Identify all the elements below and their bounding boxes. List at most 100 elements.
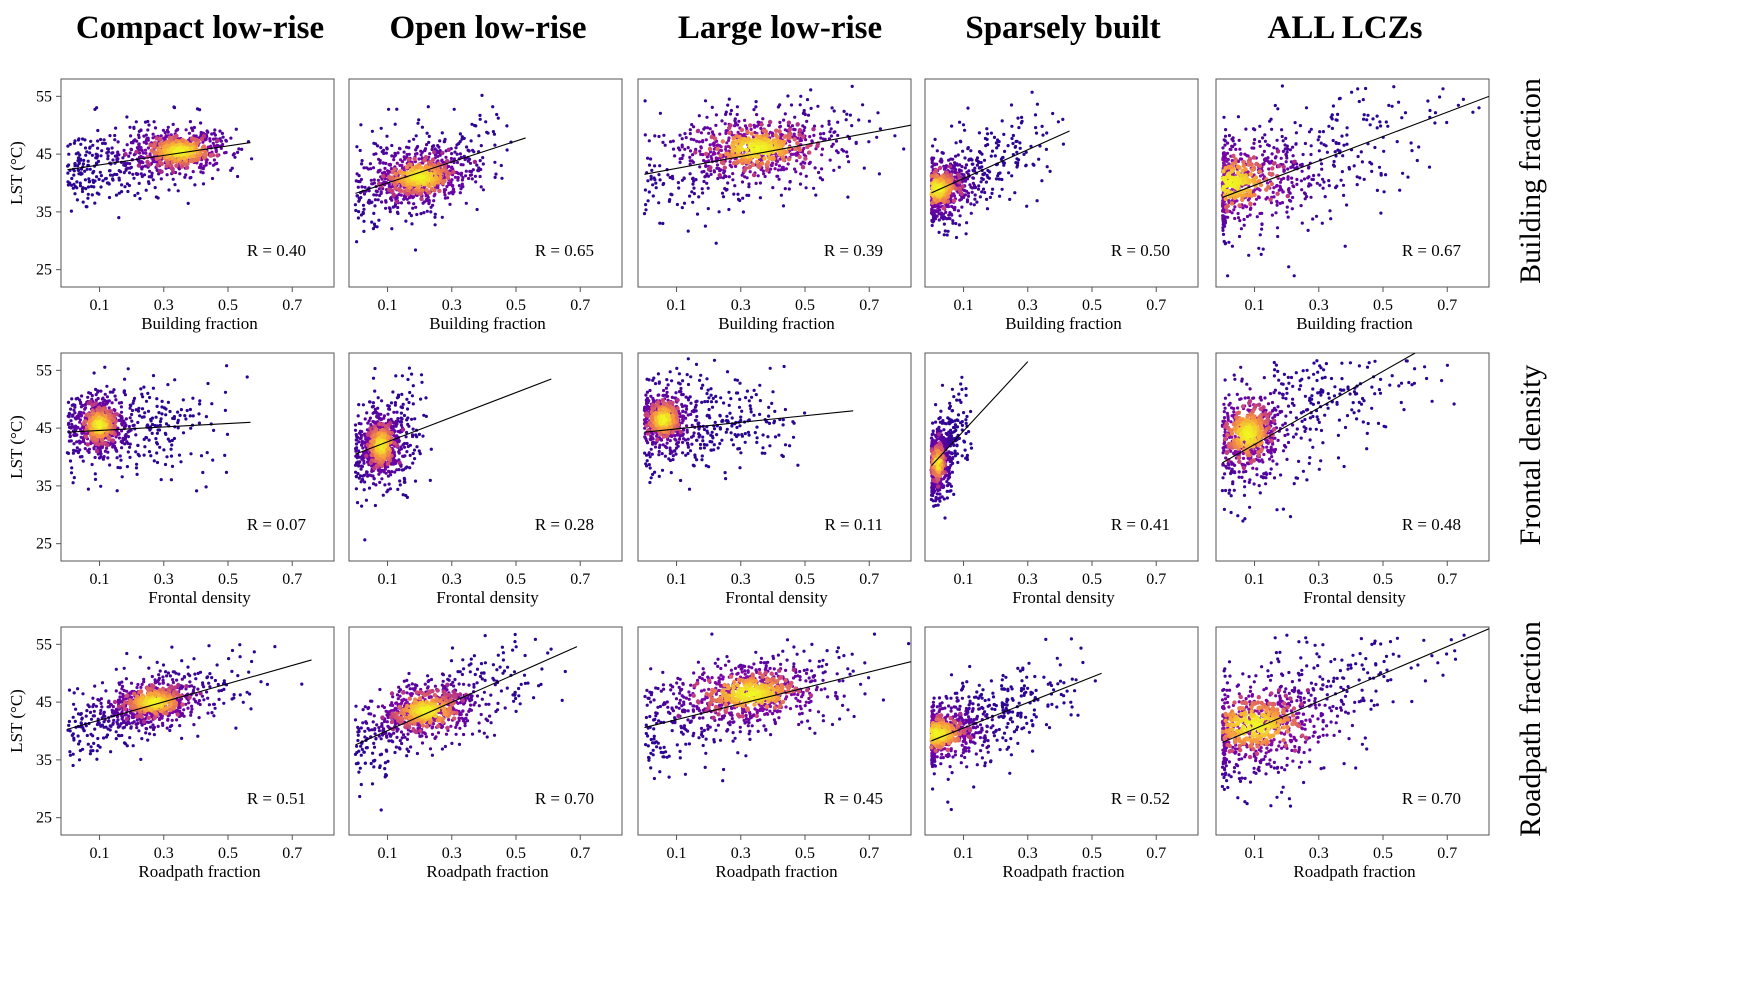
scatter-point [1314, 214, 1319, 218]
scatter-point [689, 137, 693, 141]
scatter-point [1224, 128, 1228, 132]
scatter-point [409, 214, 413, 218]
scatter-point [1261, 136, 1265, 140]
scatter-point-dense [170, 166, 175, 171]
regression-line [355, 137, 526, 194]
scatter-point-dense [1245, 193, 1251, 198]
scatter-point [935, 149, 939, 153]
scatter-point [1319, 141, 1323, 145]
scatter-point [1356, 87, 1360, 91]
scatter-point [1355, 183, 1359, 187]
scatter-point-dense [414, 164, 419, 169]
scatter-point-dense [759, 122, 764, 127]
scatter-point [734, 121, 738, 125]
scatter-point [691, 182, 695, 186]
scatter-point [930, 165, 934, 169]
scatter-point [135, 139, 139, 143]
scatter-point [784, 155, 788, 159]
scatter-point [376, 144, 380, 148]
scatter-point [980, 165, 984, 169]
scatter-point [429, 205, 433, 209]
scatter-point [658, 164, 662, 168]
scatter-point [846, 195, 850, 199]
scatter-point [416, 121, 420, 125]
scatter-point-dense [953, 186, 959, 191]
scatter-point [164, 134, 168, 138]
scatter-point [1223, 219, 1227, 223]
scatter-point [1274, 184, 1278, 188]
scatter-point [1010, 174, 1014, 178]
scatter-point-dense [781, 157, 786, 163]
scatter-point [1382, 149, 1386, 153]
scatter-point [1274, 211, 1278, 215]
scatter-point [717, 210, 721, 214]
scatter-point [204, 415, 208, 419]
scatter-point [128, 162, 132, 166]
scatter-point [187, 131, 191, 135]
scatter-point [1045, 131, 1049, 135]
scatter-point [1285, 144, 1289, 148]
scatter-point-dense [797, 128, 803, 133]
scatter-point [701, 153, 705, 157]
scatter-point [1226, 215, 1230, 219]
scatter-point [1000, 187, 1004, 191]
scatter-point [1018, 141, 1022, 145]
scatter-point [1291, 154, 1295, 158]
scatter-point-dense [172, 157, 177, 162]
scatter-point [1035, 199, 1039, 203]
scatter-point [225, 364, 229, 368]
scatter-point [102, 138, 106, 142]
x-tick-label: 0.3 [1018, 297, 1038, 314]
scatter-point [470, 177, 474, 181]
scatter-point-dense [695, 128, 701, 134]
scatter-point [122, 171, 126, 175]
scatter-point [686, 229, 690, 233]
scatter-point [727, 97, 731, 101]
scatter-point-dense [956, 172, 961, 177]
scatter-point [213, 133, 217, 137]
scatter-point-dense [406, 178, 411, 183]
scatter-point [1337, 97, 1341, 101]
scatter-point [379, 146, 383, 150]
scatter-point-dense [945, 199, 951, 204]
scatter-point-dense [932, 196, 937, 202]
scatter-point [1409, 141, 1413, 145]
scatter-point-dense [795, 122, 800, 127]
scatter-point-dense [1248, 202, 1253, 207]
scatter-point [83, 178, 87, 182]
scatter-point [478, 159, 482, 163]
scatter-point [733, 184, 737, 188]
scatter-point [1015, 150, 1019, 154]
scatter-point [975, 158, 979, 162]
scatter-point-dense [157, 137, 163, 142]
scatter-point [676, 181, 681, 185]
scatter-point-dense [425, 177, 430, 182]
scatter-point [646, 156, 650, 160]
scatter-point [1006, 144, 1010, 148]
scatter-point [1009, 103, 1014, 107]
scatter-point [802, 128, 806, 133]
scatter-point-dense [1240, 197, 1245, 202]
scatter-point [129, 141, 133, 145]
scatter-point [990, 191, 994, 195]
scatter-point-dense [772, 140, 778, 145]
x-tick-label: 0.5 [506, 297, 526, 314]
scatter-point-dense [1269, 181, 1275, 187]
scatter-point [405, 197, 409, 201]
scatter-point-dense [741, 140, 746, 146]
scatter-point [84, 153, 88, 157]
scatter-point [1343, 244, 1347, 248]
scatter-point [1384, 173, 1388, 177]
scatter-point [1307, 130, 1312, 134]
scatter-point [731, 172, 735, 176]
scatter-point [158, 419, 163, 424]
scatter-point [388, 210, 392, 214]
scatter-point [902, 147, 906, 151]
scatter-point-dense [948, 172, 954, 178]
scatter-point [1318, 183, 1322, 187]
scatter-point [160, 412, 164, 416]
scatter-point [443, 193, 447, 197]
scatter-point [1258, 211, 1262, 216]
point-cloud [642, 84, 906, 245]
